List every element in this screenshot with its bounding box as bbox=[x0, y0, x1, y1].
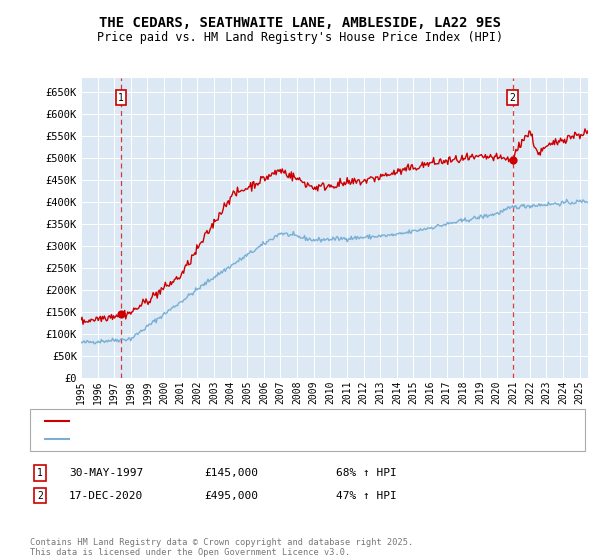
Point bbox=[116, 310, 126, 319]
Text: HPI: Average price, detached house, Westmorland and Furness: HPI: Average price, detached house, West… bbox=[72, 434, 426, 444]
Text: 1: 1 bbox=[118, 93, 124, 103]
Text: THE CEDARS, SEATHWAITE LANE, AMBLESIDE, LA22 9ES (detached house): THE CEDARS, SEATHWAITE LANE, AMBLESIDE, … bbox=[72, 417, 462, 426]
Text: £145,000: £145,000 bbox=[204, 468, 258, 478]
Point bbox=[508, 156, 517, 165]
Text: 47% ↑ HPI: 47% ↑ HPI bbox=[336, 491, 397, 501]
Text: £495,000: £495,000 bbox=[204, 491, 258, 501]
Text: 2: 2 bbox=[37, 491, 43, 501]
Text: 17-DEC-2020: 17-DEC-2020 bbox=[69, 491, 143, 501]
Text: 30-MAY-1997: 30-MAY-1997 bbox=[69, 468, 143, 478]
Text: Price paid vs. HM Land Registry's House Price Index (HPI): Price paid vs. HM Land Registry's House … bbox=[97, 31, 503, 44]
Text: Contains HM Land Registry data © Crown copyright and database right 2025.
This d: Contains HM Land Registry data © Crown c… bbox=[30, 538, 413, 557]
Text: THE CEDARS, SEATHWAITE LANE, AMBLESIDE, LA22 9ES: THE CEDARS, SEATHWAITE LANE, AMBLESIDE, … bbox=[99, 16, 501, 30]
Text: 2: 2 bbox=[509, 93, 515, 103]
Text: 68% ↑ HPI: 68% ↑ HPI bbox=[336, 468, 397, 478]
Text: 1: 1 bbox=[37, 468, 43, 478]
